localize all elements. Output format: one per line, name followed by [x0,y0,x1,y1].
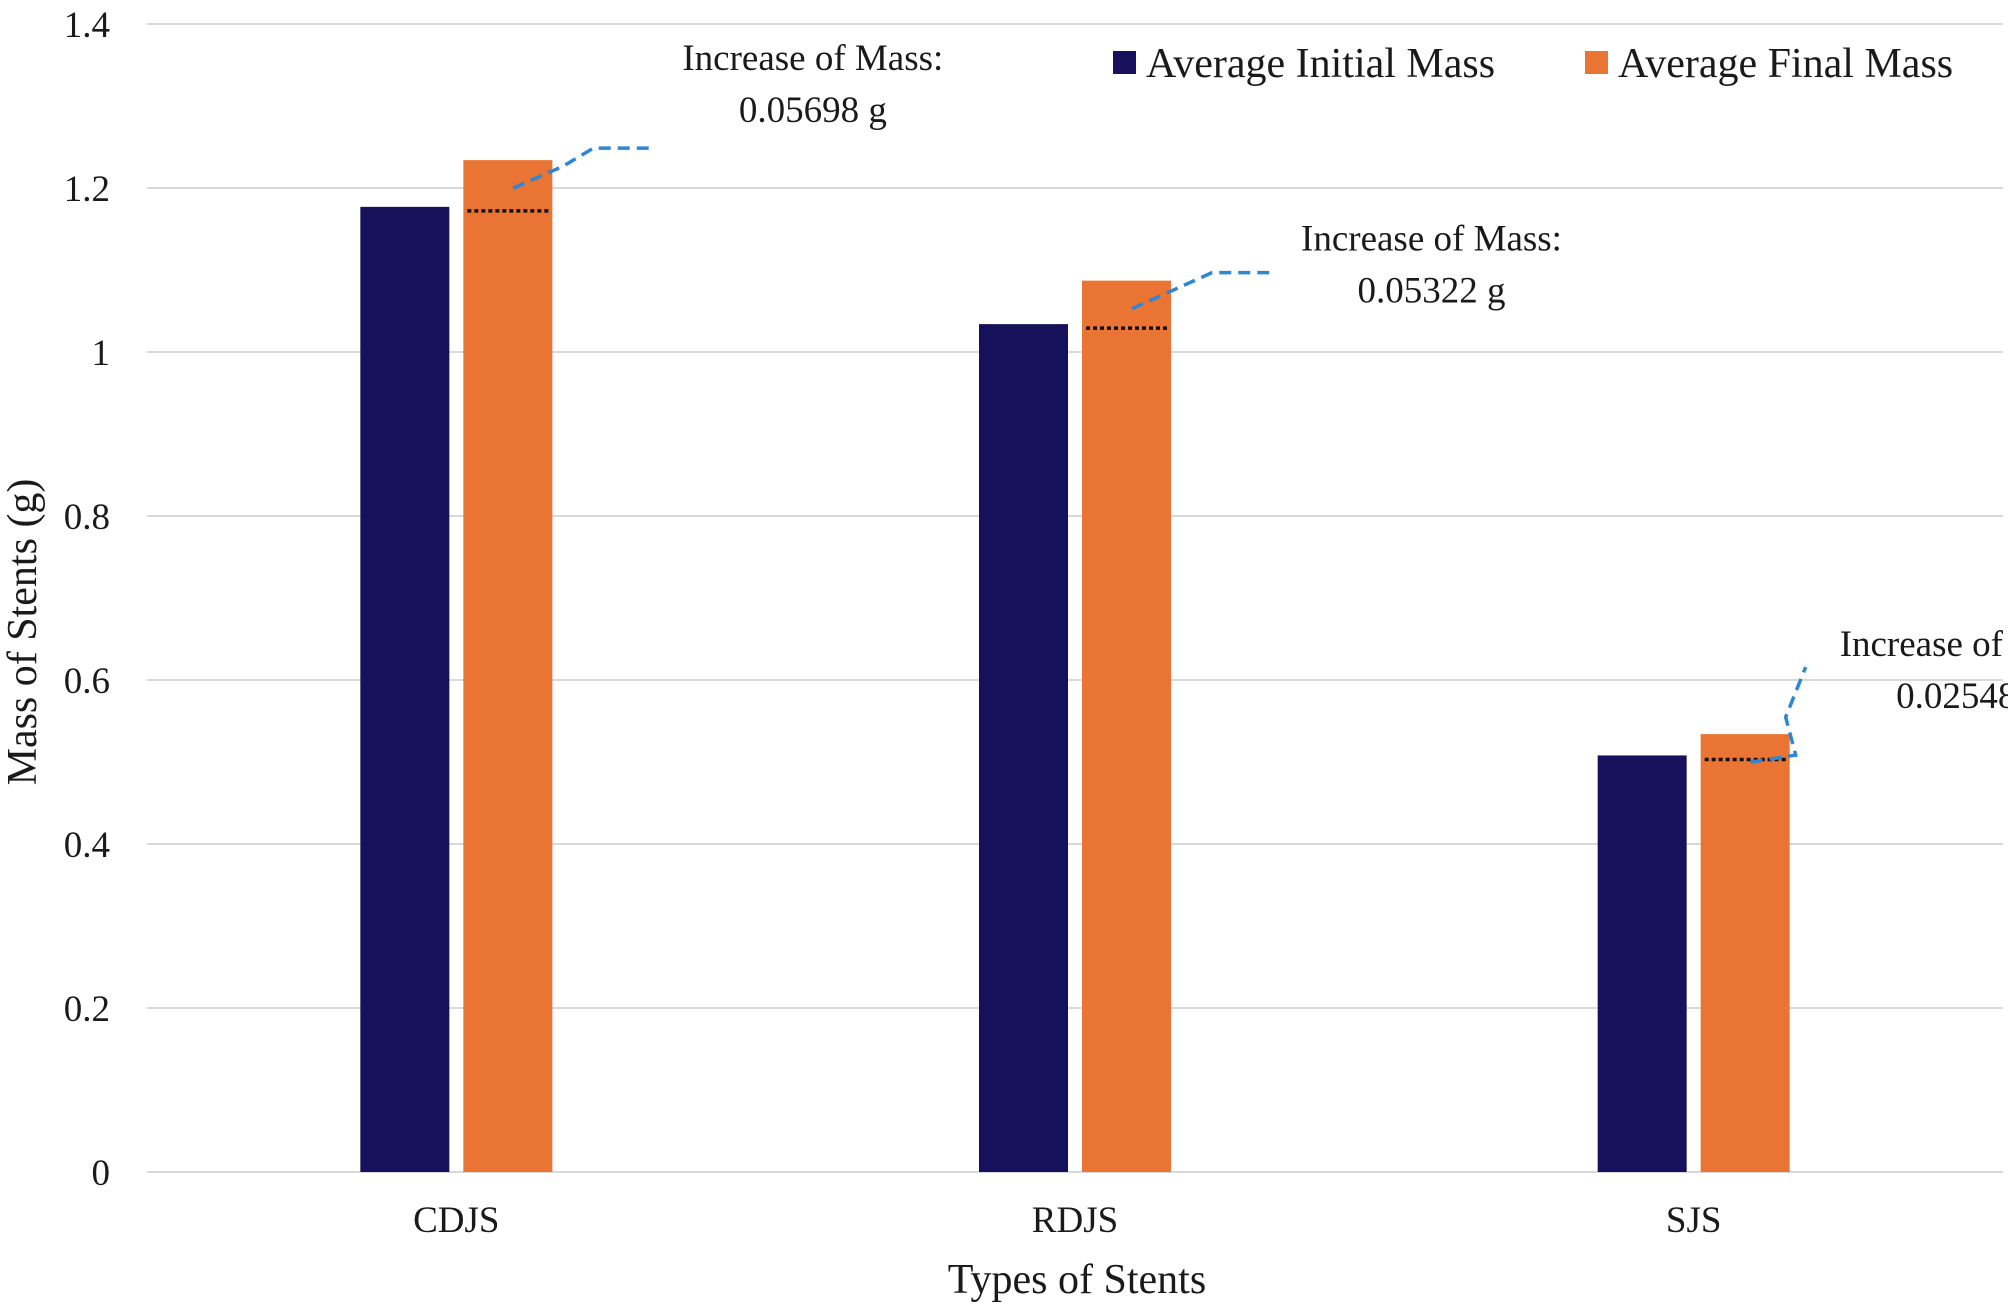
x-axis-title: Types of Stents [948,1257,1206,1303]
y-tick-label: 0.4 [64,825,110,866]
bars [360,160,1790,1173]
y-tick-label: 1.2 [64,169,110,210]
gridlines [147,23,2003,1173]
annotation-leader-line [1131,270,1272,311]
x-tick-label: RDJS [1032,1200,1118,1241]
y-tick-label: 1.4 [64,5,110,46]
y-tick-label: 0.8 [64,497,110,538]
bar [979,324,1068,1172]
legend: Average Initial Mass Average Final Mass [1113,41,1953,87]
annotations: Increase of Mass: 0.05698 g Increase of Ma… [512,38,2008,764]
annotation-line1: Increase of Mass: [1840,624,2008,665]
legend-swatch [1585,51,1608,74]
y-tick-label: 0.6 [64,661,110,702]
legend-label: Average Final Mass [1618,41,1953,87]
y-axis-title: Mass of Stents (g) [0,479,46,786]
y-tick-label: 0 [92,1153,111,1194]
annotation-line2: 0.02548 g [1896,676,2008,717]
x-tick-label: SJS [1666,1200,1722,1241]
annotation-line2: 0.05698 g [739,90,887,131]
bar [1597,755,1687,1172]
x-tick-label: CDJS [413,1200,499,1241]
bar [360,206,450,1173]
annotation-leader-line [1750,666,1808,764]
x-axis-ticks: CDJS RDJS SJS [413,1200,1721,1241]
y-axis-ticks: 0 0.2 0.4 0.6 0.8 1 1.2 1.4 [64,5,110,1194]
y-tick-label: 0.2 [64,989,110,1030]
annotation-leader-line [512,146,654,190]
annotation-line1: Increase of Mass: [1301,219,1562,260]
bar [463,160,553,1172]
bar [1700,734,1790,1172]
legend-swatch [1113,51,1136,74]
bar [1082,280,1171,1172]
annotation-line1: Increase of Mass: [682,38,943,79]
legend-label: Average Initial Mass [1146,41,1495,87]
annotation-line2: 0.05322 g [1358,271,1506,312]
y-tick-label: 1 [92,333,111,374]
